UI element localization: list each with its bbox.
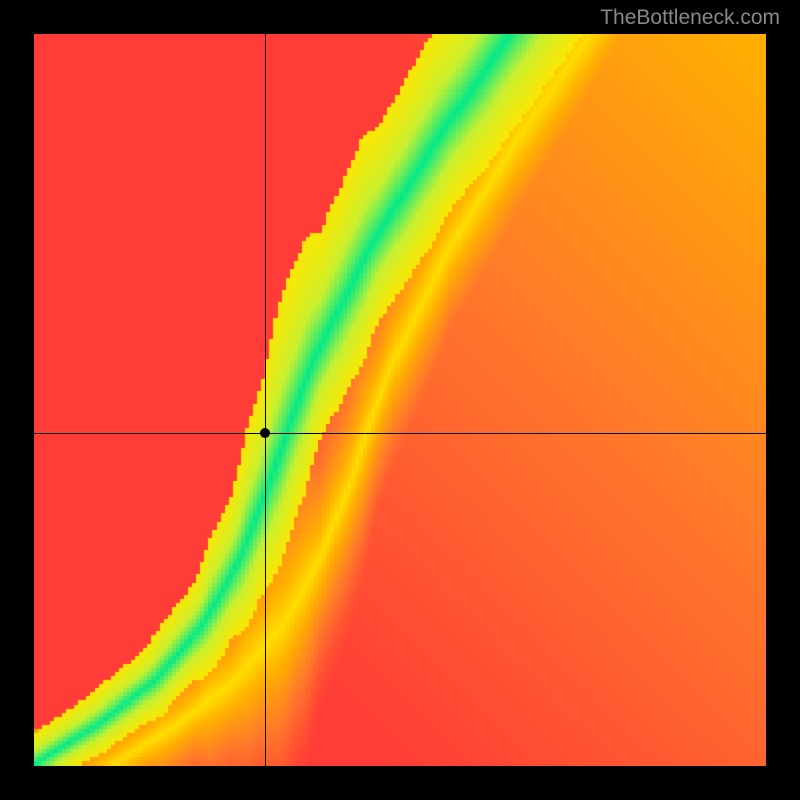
marker-dot (260, 428, 270, 438)
watermark-text: TheBottleneck.com (600, 6, 780, 30)
crosshair-horizontal (34, 433, 766, 434)
heatmap-chart (34, 34, 766, 766)
heatmap-canvas (34, 34, 766, 766)
crosshair-vertical (265, 34, 266, 766)
